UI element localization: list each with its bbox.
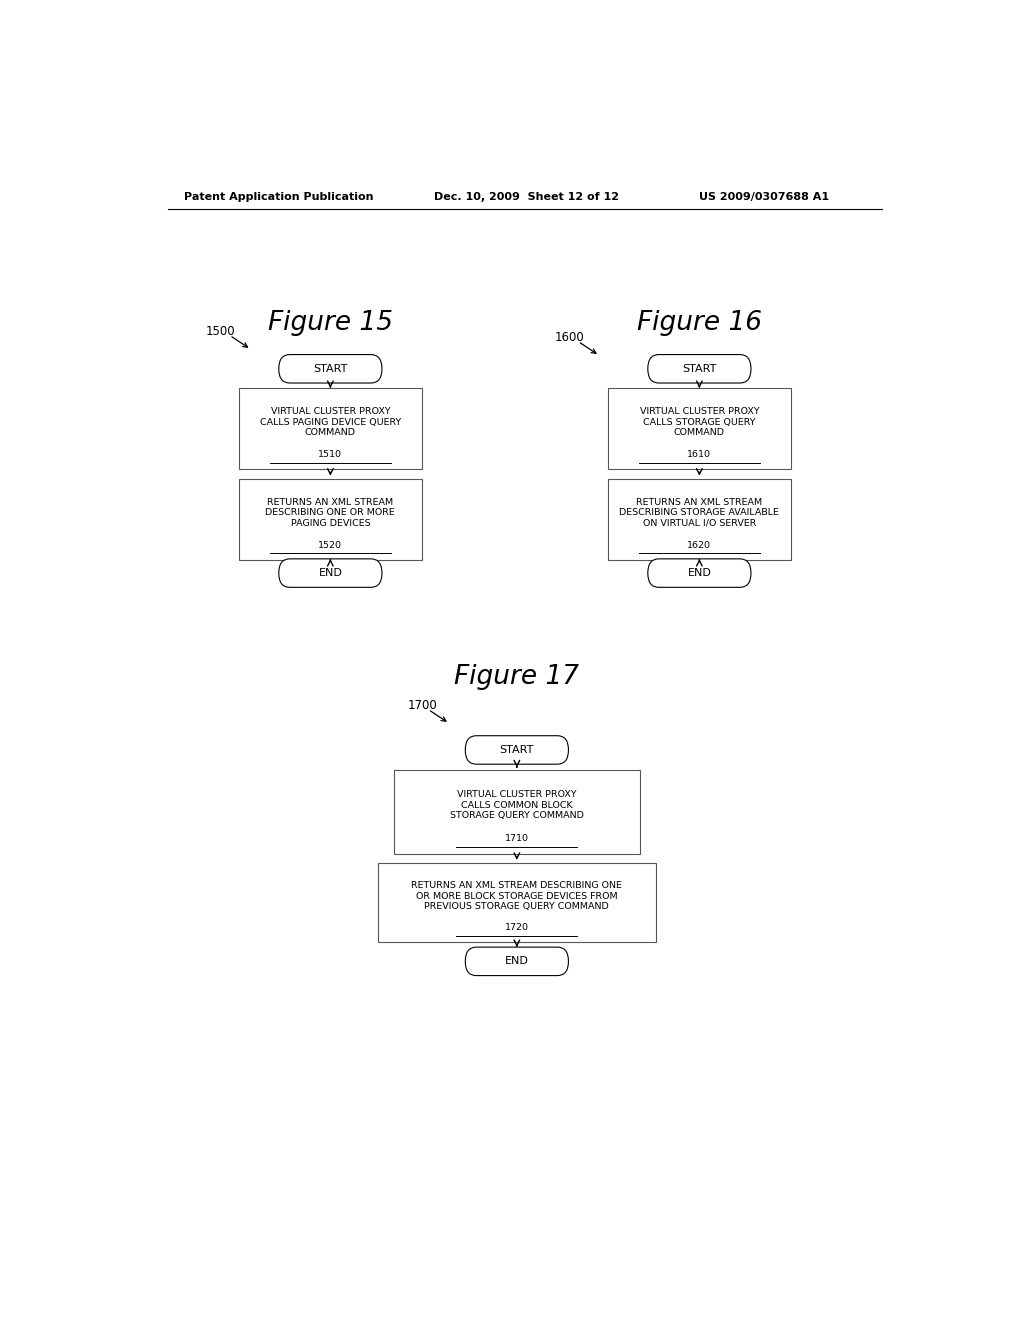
Text: END: END bbox=[505, 957, 528, 966]
Text: 1510: 1510 bbox=[318, 450, 342, 459]
Text: END: END bbox=[318, 568, 342, 578]
Bar bbox=[608, 388, 791, 470]
Text: RETURNS AN XML STREAM DESCRIBING ONE
OR MORE BLOCK STORAGE DEVICES FROM
PREVIOUS: RETURNS AN XML STREAM DESCRIBING ONE OR … bbox=[412, 882, 623, 911]
FancyBboxPatch shape bbox=[465, 735, 568, 764]
Text: RETURNS AN XML STREAM
DESCRIBING STORAGE AVAILABLE
ON VIRTUAL I/O SERVER: RETURNS AN XML STREAM DESCRIBING STORAGE… bbox=[620, 498, 779, 528]
Bar bbox=[608, 479, 791, 560]
Text: 1620: 1620 bbox=[687, 541, 712, 549]
FancyBboxPatch shape bbox=[279, 355, 382, 383]
Text: 1720: 1720 bbox=[505, 923, 528, 932]
Text: START: START bbox=[682, 364, 717, 374]
Text: START: START bbox=[313, 364, 347, 374]
Text: Figure 15: Figure 15 bbox=[268, 310, 393, 337]
Text: 1710: 1710 bbox=[505, 834, 528, 843]
Text: VIRTUAL CLUSTER PROXY
CALLS PAGING DEVICE QUERY
COMMAND: VIRTUAL CLUSTER PROXY CALLS PAGING DEVIC… bbox=[260, 408, 401, 437]
Text: Figure 16: Figure 16 bbox=[637, 310, 762, 337]
Text: RETURNS AN XML STREAM
DESCRIBING ONE OR MORE
PAGING DEVICES: RETURNS AN XML STREAM DESCRIBING ONE OR … bbox=[265, 498, 395, 528]
FancyBboxPatch shape bbox=[279, 558, 382, 587]
Bar bbox=[394, 771, 640, 854]
Text: Figure 17: Figure 17 bbox=[455, 664, 580, 690]
Text: VIRTUAL CLUSTER PROXY
CALLS STORAGE QUERY
COMMAND: VIRTUAL CLUSTER PROXY CALLS STORAGE QUER… bbox=[640, 408, 759, 437]
FancyBboxPatch shape bbox=[465, 948, 568, 975]
Text: Dec. 10, 2009  Sheet 12 of 12: Dec. 10, 2009 Sheet 12 of 12 bbox=[433, 191, 618, 202]
Text: Patent Application Publication: Patent Application Publication bbox=[183, 191, 373, 202]
Bar bbox=[240, 479, 422, 560]
Text: 1610: 1610 bbox=[687, 450, 712, 459]
Text: 1700: 1700 bbox=[408, 698, 437, 711]
Text: 1520: 1520 bbox=[318, 541, 342, 549]
Text: VIRTUAL CLUSTER PROXY
CALLS COMMON BLOCK
STORAGE QUERY COMMAND: VIRTUAL CLUSTER PROXY CALLS COMMON BLOCK… bbox=[450, 791, 584, 820]
Text: START: START bbox=[500, 744, 535, 755]
Text: 1500: 1500 bbox=[206, 325, 236, 338]
FancyBboxPatch shape bbox=[648, 558, 751, 587]
Text: END: END bbox=[687, 568, 712, 578]
FancyBboxPatch shape bbox=[648, 355, 751, 383]
Text: 1600: 1600 bbox=[555, 331, 585, 343]
Bar bbox=[378, 863, 655, 942]
Text: US 2009/0307688 A1: US 2009/0307688 A1 bbox=[699, 191, 829, 202]
Bar bbox=[240, 388, 422, 470]
